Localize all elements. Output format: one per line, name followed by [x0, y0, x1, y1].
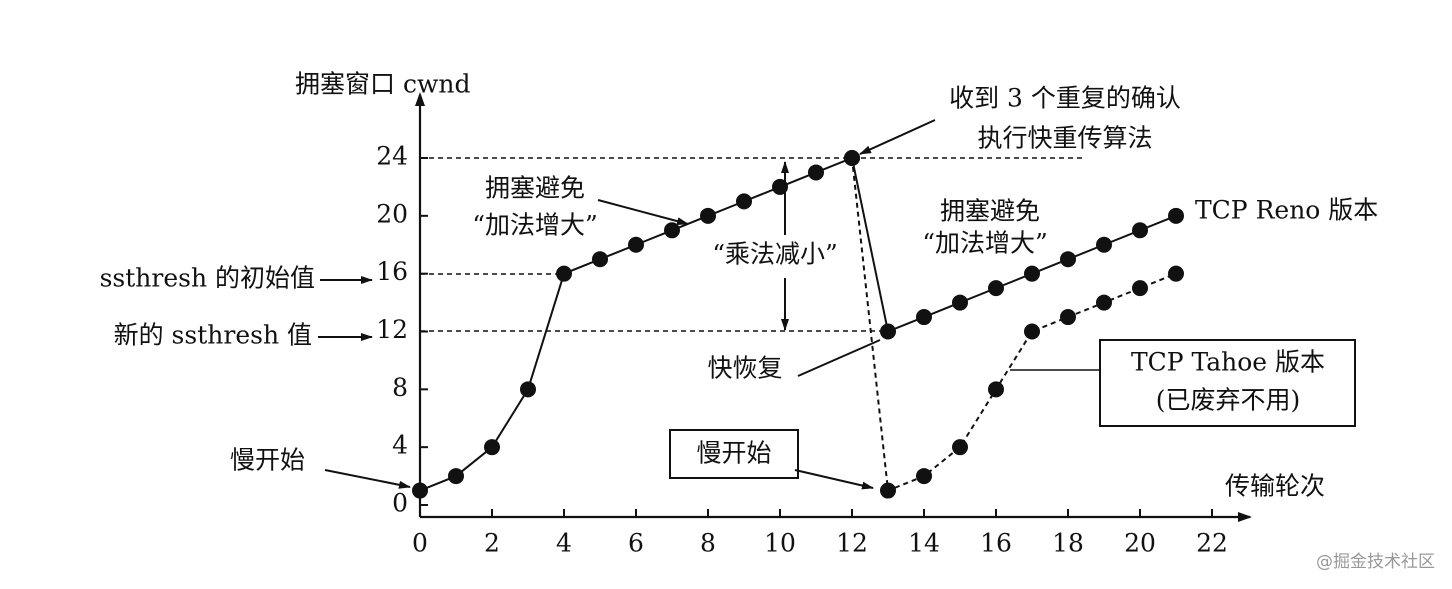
data-point — [988, 381, 1004, 398]
data-point — [448, 468, 464, 485]
y-tick-label: 4 — [392, 431, 408, 460]
pointer-line — [797, 339, 881, 377]
arrow — [859, 119, 936, 155]
annotation: “加法增大” — [472, 211, 598, 240]
data-point — [880, 323, 896, 340]
data-point — [1024, 265, 1040, 282]
y-axis-arrow — [415, 92, 425, 106]
data-point — [772, 178, 788, 195]
label-box — [1099, 339, 1356, 427]
y-tick-label: 24 — [376, 142, 408, 171]
annotation: 新的 ssthresh 值 — [114, 321, 312, 350]
x-tick-label: 6 — [628, 529, 644, 558]
x-tick-label: 8 — [700, 529, 716, 558]
data-point — [1060, 251, 1076, 268]
data-point — [988, 280, 1004, 297]
annotation: 慢开始 — [230, 446, 305, 475]
y-tick-label: 12 — [376, 315, 408, 344]
x-tick-label: 14 — [908, 529, 940, 558]
data-point — [556, 265, 572, 282]
series-line — [851, 157, 1177, 492]
data-point — [844, 150, 860, 166]
x-tick-label: 16 — [980, 529, 1012, 558]
data-point — [628, 236, 644, 253]
data-point — [736, 193, 752, 210]
arrow — [794, 469, 874, 490]
x-tick-label: 12 — [836, 529, 868, 558]
data-point — [880, 482, 896, 499]
data-point — [916, 468, 932, 485]
data-point — [1168, 207, 1184, 224]
x-tick-label: 18 — [1052, 529, 1084, 558]
data-point — [916, 309, 932, 326]
series-line — [419, 156, 1177, 492]
x-tick-label: 2 — [484, 529, 500, 558]
y-tick-label: 0 — [392, 489, 408, 518]
x-tick-label: 4 — [556, 529, 572, 558]
data-point — [952, 294, 968, 311]
annotation: 收到 3 个重复的确认 — [949, 84, 1181, 113]
annotation: 慢开始 — [696, 439, 771, 468]
y-axis-label: 拥塞窗口 cwnd — [295, 70, 470, 99]
data-point — [520, 381, 536, 398]
annotation: 执行快重传算法 — [977, 124, 1152, 153]
series-label: TCP Tahoe 版本 — [1131, 348, 1325, 377]
data-point — [412, 482, 428, 499]
annotation: “乘法减小” — [712, 240, 838, 269]
data-point — [952, 439, 968, 456]
data-point — [1168, 265, 1184, 282]
x-axis-arrow — [1238, 512, 1252, 522]
annotation: 拥塞避免 — [485, 174, 585, 203]
x-tick-label: 20 — [1124, 529, 1156, 558]
y-tick-label: 8 — [392, 373, 408, 402]
x-tick-label: 22 — [1196, 529, 1228, 558]
x-tick-label: 10 — [764, 529, 796, 558]
data-point — [1096, 236, 1112, 253]
annotation: “加法增大” — [922, 229, 1048, 258]
data-point — [592, 251, 608, 268]
x-axis-label: 传输轮次 — [1225, 472, 1325, 501]
data-point — [1060, 309, 1076, 326]
annotation: 快恢复 — [707, 354, 782, 383]
data-point — [700, 207, 716, 224]
annotation: 拥塞避免 — [940, 197, 1040, 226]
watermark: @掘金技术社区 — [1316, 552, 1435, 572]
arrow — [324, 469, 411, 489]
series-label: TCP Reno 版本 — [1195, 196, 1378, 225]
y-tick-label: 20 — [376, 199, 408, 228]
arrow — [597, 199, 689, 226]
data-point — [1024, 323, 1040, 340]
data-point — [1132, 222, 1148, 239]
data-point — [664, 222, 680, 239]
data-point — [1096, 294, 1112, 311]
data-point — [484, 439, 500, 456]
data-point — [808, 164, 824, 181]
data-point — [1132, 280, 1148, 297]
x-tick-label: 0 — [412, 529, 428, 558]
annotation: ssthresh 的初始值 — [100, 264, 315, 293]
y-tick-label: 16 — [376, 257, 408, 286]
label-box — [669, 429, 799, 479]
annotation: (已废弃不用) — [1156, 386, 1301, 415]
